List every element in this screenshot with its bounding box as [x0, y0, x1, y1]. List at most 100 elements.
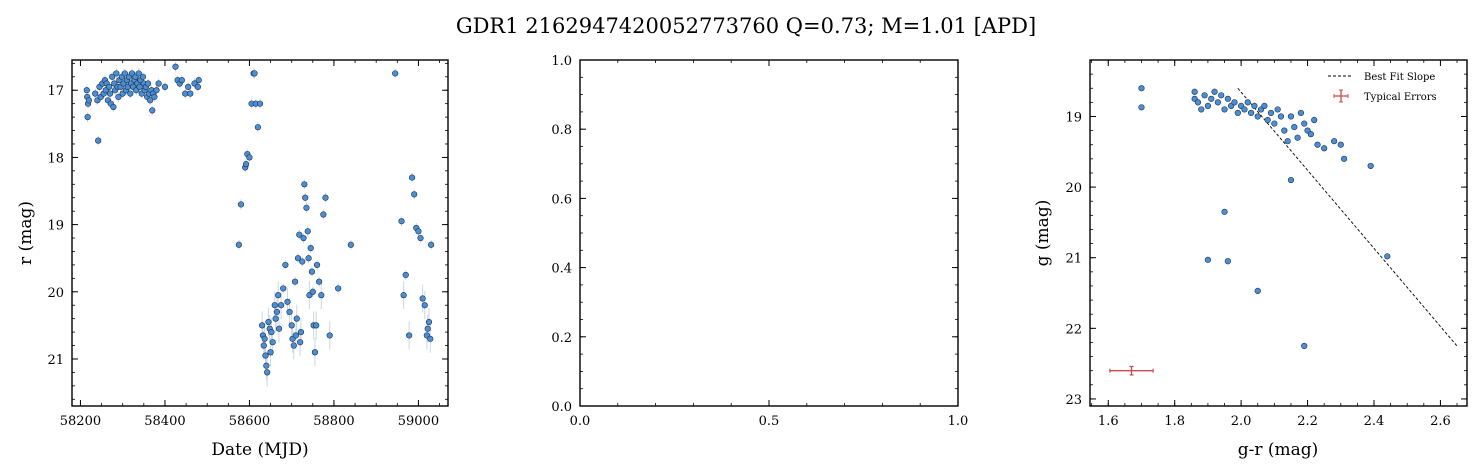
lightcurve-point — [297, 328, 305, 336]
cmd-point — [1194, 99, 1202, 106]
lightcurve-point — [419, 295, 426, 302]
lightcurve-point — [267, 349, 274, 356]
cmd-point — [1214, 99, 1221, 106]
lightcurve-point — [398, 218, 405, 225]
cmd-point — [1208, 95, 1215, 102]
lightcurve-axes: 58200 58400 58600 58800 59000 17 18 19 20 21 — [47, 60, 448, 429]
cmd-legend: Best Fit Slope Typical Errors — [1328, 72, 1437, 103]
lightcurve-point — [237, 201, 245, 208]
lightcurve-point — [292, 332, 300, 339]
cmd-point — [1291, 123, 1298, 131]
cmd-ylabel: g (mag) — [1033, 200, 1053, 267]
lightcurve-point — [326, 332, 333, 339]
lightcurve-point — [185, 83, 192, 90]
empty-ytick-label: 0.0 — [551, 400, 572, 415]
cmd-point — [1331, 138, 1338, 145]
cmd-point — [1218, 92, 1225, 99]
legend-error-label: Typical Errors — [1364, 92, 1437, 103]
lightcurve-point — [424, 325, 431, 332]
lightcurve-point — [172, 63, 179, 70]
cmd-point — [1287, 113, 1295, 120]
cmd-point — [1221, 208, 1228, 215]
lightcurve-point — [406, 332, 413, 339]
cmd-point — [1221, 106, 1228, 113]
lightcurve-point — [400, 292, 407, 299]
cmd-point — [1314, 141, 1321, 148]
lightcurve-point — [110, 103, 117, 111]
cmd-xtick-label: 2.0 — [1231, 414, 1252, 429]
lightcurve-point — [280, 285, 287, 292]
lightcurve-point — [335, 285, 342, 292]
cmd-point — [1204, 102, 1212, 109]
lightcurve-point — [275, 292, 282, 299]
cmd-point — [1277, 113, 1285, 120]
cmd-point — [1287, 176, 1295, 184]
empty-panel-axes: 0.0 0.5 1.0 0.0 0.2 0.4 0.6 0.8 1.0 — [551, 54, 968, 429]
lightcurve-point — [153, 87, 160, 94]
lightcurve-point — [275, 325, 283, 332]
empty-xtick-label: 0.0 — [570, 414, 591, 429]
cmd-axes: 1.6 1.8 2.0 2.2 2.4 2.6 19 20 21 22 23 — [1065, 59, 1467, 429]
lightcurve-point — [293, 315, 300, 322]
lightcurve-point — [311, 349, 319, 356]
cmd-point — [1337, 141, 1344, 148]
lightcurve-xtick-label: 58800 — [313, 414, 354, 429]
lightcurve-point — [136, 83, 143, 90]
lightcurve-ytick-label: 20 — [47, 286, 64, 301]
lightcurve-point — [106, 83, 113, 90]
cmd-point — [1244, 99, 1251, 106]
cmd-point — [1211, 88, 1218, 95]
lightcurve-point — [408, 174, 416, 181]
lightcurve-point — [272, 315, 279, 322]
lightcurve-point — [307, 245, 314, 252]
cmd-ytick-label: 20 — [1065, 181, 1082, 196]
lightcurve-point — [299, 258, 306, 265]
lightcurve-point — [187, 90, 194, 97]
lightcurve-point — [161, 83, 169, 90]
empty-panel-frame — [579, 59, 959, 407]
cmd-ytick-label: 19 — [1065, 110, 1082, 125]
cmd-xtick-label: 2.4 — [1364, 414, 1385, 429]
lightcurve-point — [178, 77, 185, 84]
lightcurve-point — [182, 90, 189, 97]
cmd-point — [1231, 99, 1238, 106]
cmd-point — [1341, 155, 1348, 162]
lightcurve-point — [194, 83, 201, 90]
cmd-point — [1321, 145, 1328, 152]
lightcurve-point — [268, 328, 275, 336]
lightcurve-xtick-label: 59000 — [398, 414, 439, 429]
cmd-frame — [1089, 59, 1468, 407]
cmd-point — [1367, 162, 1374, 170]
lightcurve-point — [254, 124, 261, 131]
empty-ytick-label: 0.6 — [551, 192, 572, 207]
lightcurve-point — [135, 70, 142, 77]
lightcurve-point — [308, 268, 316, 275]
lightcurve-point — [155, 80, 162, 87]
lightcurve-point — [425, 318, 433, 326]
lightcurve-point — [263, 362, 270, 369]
lightcurve-points — [83, 61, 435, 387]
lightcurve-frame — [71, 59, 449, 407]
lightcurve-point — [297, 339, 304, 346]
lightcurve-point — [316, 278, 323, 285]
cmd-point — [1384, 253, 1391, 260]
lightcurve-ytick-label: 19 — [47, 219, 64, 234]
empty-panel: 0.0 0.5 1.0 0.0 0.2 0.4 0.6 0.8 1.0 — [551, 54, 968, 429]
lightcurve-point — [291, 278, 299, 285]
cmd-point — [1294, 134, 1301, 141]
cmd-xtick-label: 2.2 — [1297, 414, 1318, 429]
cmd-ytick-label: 21 — [1065, 252, 1082, 267]
lightcurve-ytick-label: 18 — [47, 151, 64, 166]
cmd-xtick-label: 2.6 — [1430, 414, 1451, 429]
lightcurve-point — [282, 261, 289, 269]
cmd-xtick-label: 1.6 — [1098, 414, 1119, 429]
cmd-ytick-label: 23 — [1065, 393, 1082, 408]
legend-error-swatch — [1333, 89, 1349, 103]
lightcurve-point — [428, 241, 435, 248]
lightcurve-xtick-label: 58200 — [60, 414, 101, 429]
lightcurve-point — [417, 234, 424, 242]
cmd-ytick-label: 22 — [1065, 322, 1082, 337]
cmd-point — [1138, 85, 1145, 92]
lightcurve-panel: 58200 58400 58600 58800 59000 17 18 19 20 21 Date… — [16, 59, 449, 460]
